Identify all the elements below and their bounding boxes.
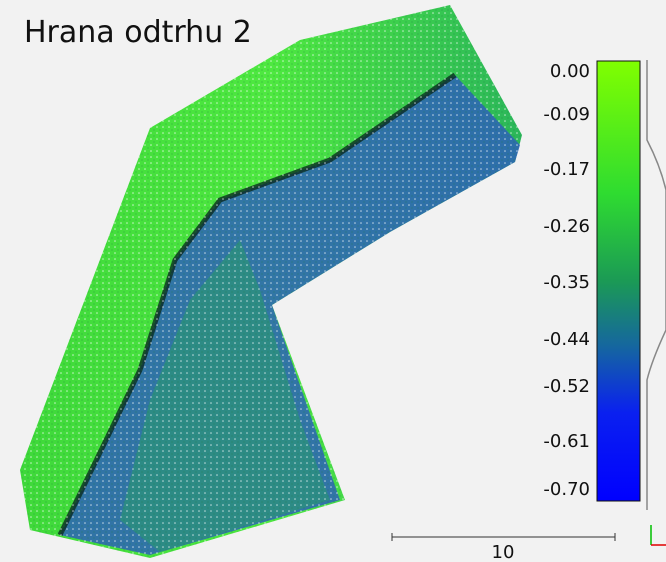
- color-scale-labels: 0.00 -0.09 -0.17 -0.26 -0.35 -0.44 -0.52 -0.61 -…: [543, 61, 590, 500]
- viewer: Hrana odtrhu 2 0.00 -0.09 -0.17 -0.26 -0.35 -…: [0, 0, 666, 562]
- color-scale-label: -0.35: [543, 272, 590, 293]
- color-scale-label: -0.70: [543, 479, 590, 500]
- color-scale-label: -0.17: [543, 159, 590, 180]
- color-scale-label: -0.26: [543, 216, 590, 237]
- color-scale-label: -0.44: [543, 329, 590, 350]
- axis-gizmo: [651, 525, 666, 545]
- color-scale-label: -0.52: [543, 376, 590, 397]
- scale-bar: 10: [392, 533, 615, 562]
- title: Hrana odtrhu 2: [24, 15, 252, 50]
- color-scale-bar: [597, 61, 640, 501]
- color-scale-label: 0.00: [550, 61, 590, 82]
- point-cloud: [20, 5, 522, 558]
- histogram: [647, 60, 666, 510]
- scale-bar-label: 10: [492, 542, 515, 562]
- color-scale-label: -0.61: [543, 431, 590, 452]
- color-scale-label: -0.09: [543, 104, 590, 125]
